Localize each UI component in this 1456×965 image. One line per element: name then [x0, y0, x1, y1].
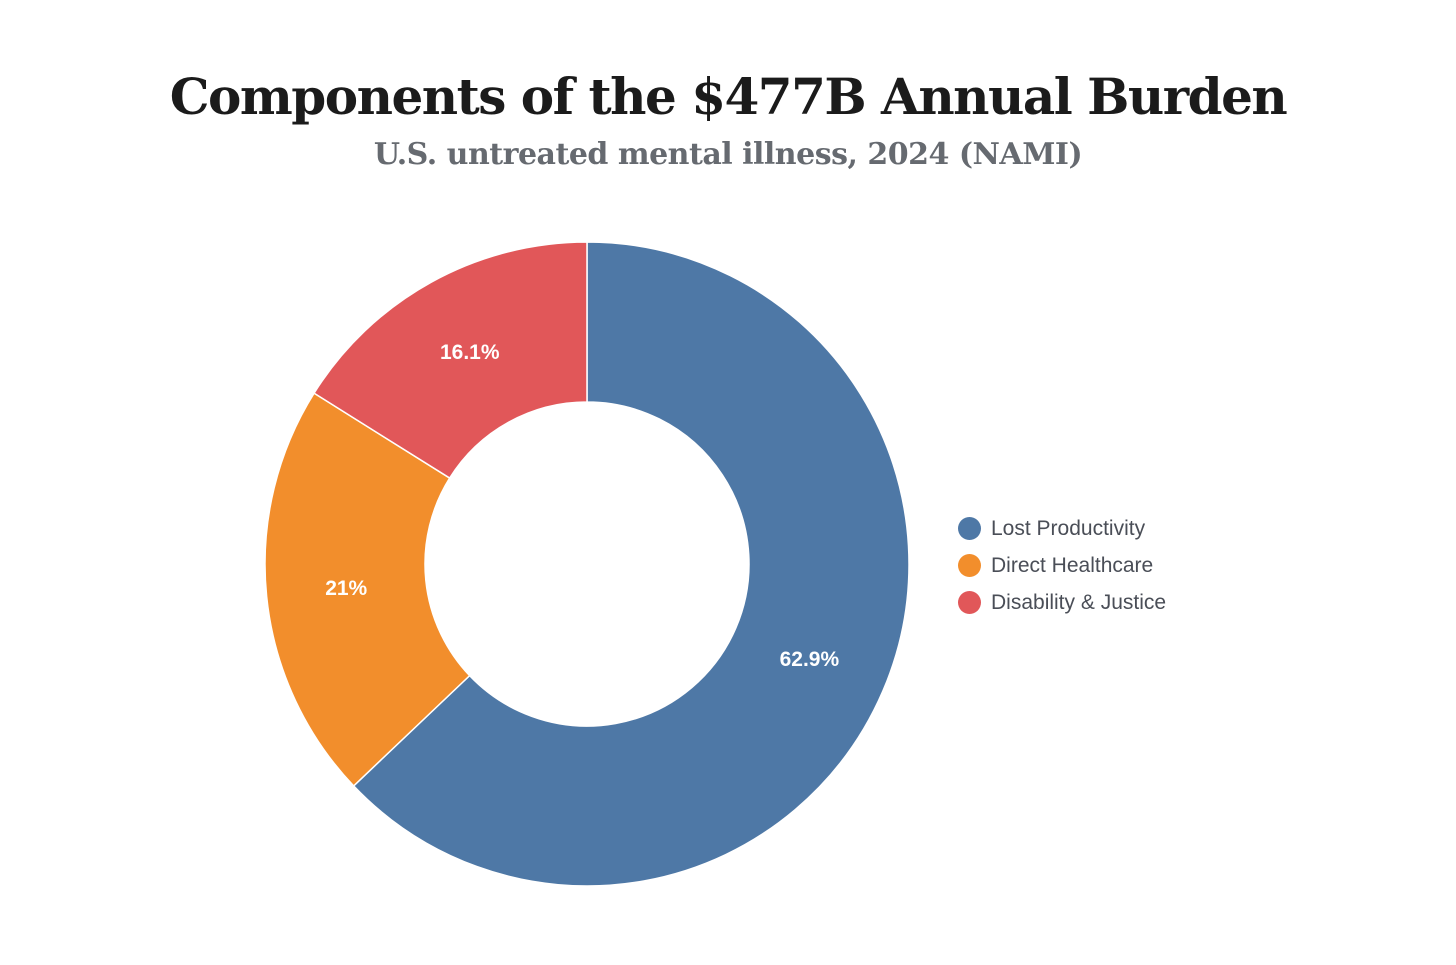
chart-subtitle: U.S. untreated mental illness, 2024 (NAM…: [373, 137, 1083, 172]
donut-slice-disability-justice: [313, 241, 588, 480]
legend-swatch: [958, 554, 981, 577]
legend-label: Disability & Justice: [991, 590, 1167, 614]
legend-item-disability-justice: Disability & Justice: [958, 584, 1166, 621]
legend-label: Direct Healthcare: [991, 553, 1154, 577]
slice-label-direct-healthcare: 21%: [325, 577, 367, 600]
slice-label-lost-productivity: 62.9%: [780, 648, 840, 671]
chart-title: Components of the $477B Annual Burden: [169, 67, 1288, 126]
legend-item-lost-productivity: Lost Productivity: [958, 510, 1166, 547]
legend-label: Lost Productivity: [991, 516, 1146, 540]
legend-swatch: [958, 591, 981, 614]
legend-item-direct-healthcare: Direct Healthcare: [958, 547, 1166, 584]
legend-swatch: [958, 517, 981, 540]
donut-slices: [264, 241, 910, 887]
donut-labels: 62.9% 21% 16.1%: [325, 341, 839, 671]
donut-slice-lost-productivity: [352, 241, 910, 887]
slice-label-disability-justice: 16.1%: [440, 341, 500, 364]
chart-legend: Lost Productivity Direct Healthcare Disabi…: [958, 510, 1166, 621]
donut-slice-direct-healthcare: [264, 392, 471, 787]
